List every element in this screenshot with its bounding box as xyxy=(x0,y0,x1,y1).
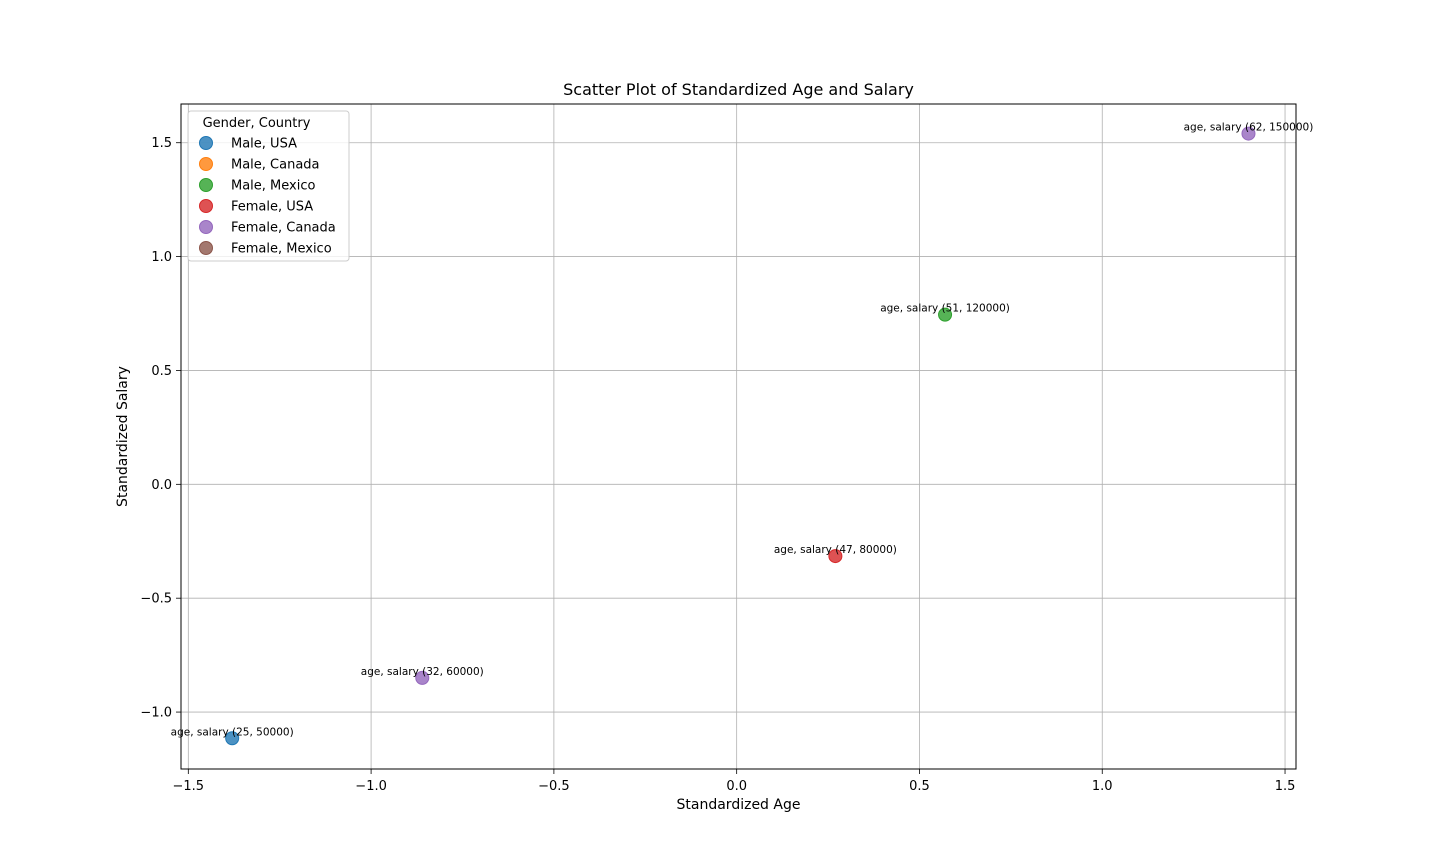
data-point xyxy=(1241,126,1256,141)
data-point-label: age, salary (32, 60000) xyxy=(361,666,484,678)
legend-label: Male, USA xyxy=(231,137,297,152)
data-point xyxy=(828,549,843,564)
data-points xyxy=(225,126,1256,746)
x-tick-label: 1.0 xyxy=(1092,779,1113,794)
data-point-label: age, salary (62, 150000) xyxy=(1184,122,1314,134)
y-tick-label: 0.0 xyxy=(151,478,172,493)
legend-label: Female, Mexico xyxy=(231,242,332,257)
legend-label: Female, USA xyxy=(231,200,313,215)
legend-marker xyxy=(199,178,213,192)
data-point xyxy=(415,670,430,685)
plot-area-frame xyxy=(180,103,1297,770)
x-tick-label: −1.0 xyxy=(355,779,387,794)
legend: Gender, Country Male, USA Male, Canada Male… xyxy=(187,110,350,262)
legend-marker xyxy=(199,241,213,255)
data-point xyxy=(225,731,240,746)
chart-title: Scatter Plot of Standardized Age and Sal… xyxy=(563,80,914,99)
y-axis-label: Standardized Salary xyxy=(115,366,131,507)
legend-marker xyxy=(199,157,213,171)
axis-ticks: −1.5 −1.0 −0.5 0.0 0.5 1.0 1.5 −1.0 −0.5 0.0 0.5 1.… xyxy=(140,136,1295,794)
legend-label: Male, Mexico xyxy=(231,179,315,194)
legend-marker xyxy=(199,136,213,150)
x-tick-label: 1.5 xyxy=(1275,779,1296,794)
x-tick-label: 0.5 xyxy=(909,779,930,794)
data-point-label: age, salary (25, 50000) xyxy=(171,726,294,738)
legend-title: Gender, Country xyxy=(203,116,311,131)
y-tick-label: 1.0 xyxy=(151,250,172,265)
legend-box xyxy=(187,110,350,262)
y-tick-label: −0.5 xyxy=(140,592,172,607)
grid-lines xyxy=(181,104,1296,769)
legend-label: Female, Canada xyxy=(231,221,336,236)
y-tick-label: 0.5 xyxy=(151,364,172,379)
x-tick-label: 0.0 xyxy=(726,779,747,794)
x-axis-label: Standardized Age xyxy=(677,797,801,813)
y-tick-label: −1.0 xyxy=(140,706,172,721)
x-tick-label: −0.5 xyxy=(538,779,570,794)
data-point-label: age, salary (47, 80000) xyxy=(774,544,897,556)
point-annotations: age, salary (25, 50000) age, salary (51, … xyxy=(171,122,1314,739)
legend-marker xyxy=(199,199,213,213)
y-tick-label: 1.5 xyxy=(151,136,172,151)
data-point-label: age, salary (51, 120000) xyxy=(880,303,1010,315)
data-point xyxy=(938,307,953,322)
legend-label: Male, Canada xyxy=(231,158,320,173)
legend-marker xyxy=(199,220,213,234)
x-tick-label: −1.5 xyxy=(173,779,205,794)
